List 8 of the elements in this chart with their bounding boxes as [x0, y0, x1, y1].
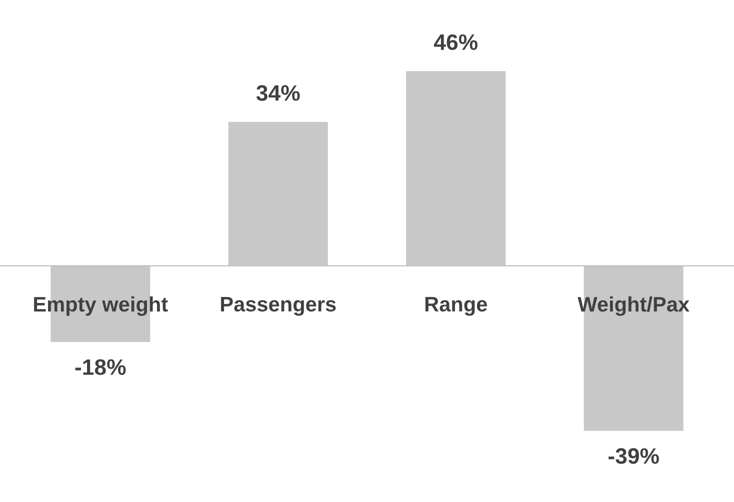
data-label: 34%	[256, 85, 300, 101]
data-label: -39%	[608, 448, 659, 464]
data-label: 46%	[434, 34, 478, 50]
x-tick-label: Passengers	[221, 297, 336, 316]
x-tick-label: Range	[425, 297, 487, 316]
x-tick-label: Empty weight	[34, 296, 168, 316]
data-label: -18%	[75, 359, 126, 375]
x-tick-label: Weight/Pax	[578, 296, 690, 316]
